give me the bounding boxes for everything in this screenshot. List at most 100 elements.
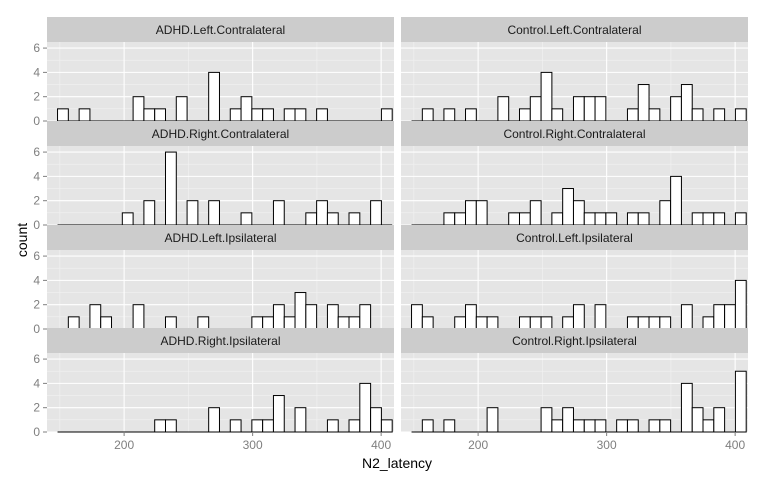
histogram-bar	[305, 304, 318, 330]
histogram-bar	[529, 316, 542, 330]
histogram-bar	[443, 108, 456, 122]
histogram-bar	[380, 419, 393, 433]
histogram-bar	[583, 96, 596, 122]
histogram-bar	[670, 175, 682, 226]
histogram-bar	[670, 96, 682, 122]
y-tick-label: 6	[33, 41, 40, 55]
histogram-bar	[518, 212, 531, 226]
x-tick-label: 300	[597, 438, 617, 452]
histogram-bar	[616, 419, 628, 433]
histogram-bar	[348, 316, 361, 330]
histogram-bar	[594, 212, 607, 226]
histogram-bar	[572, 304, 585, 330]
histogram-bar	[465, 200, 477, 226]
histogram-bar	[637, 212, 650, 226]
histogram-bar	[294, 407, 307, 433]
histogram-bar	[251, 316, 264, 330]
histogram-bar	[272, 395, 285, 433]
histogram-bar	[551, 212, 564, 226]
histogram-bar	[305, 212, 318, 226]
facet-panel: ADHD.Left.Ipsilateral	[47, 225, 394, 330]
facet-panel: Control.Right.Contralateral	[401, 121, 748, 226]
histogram-bar	[359, 382, 372, 433]
histogram-bar	[370, 200, 382, 226]
histogram-bar	[240, 212, 253, 226]
facet-panel: Control.Right.Ipsilateral	[401, 328, 748, 433]
histogram-bar	[154, 419, 166, 433]
histogram-bar	[240, 96, 253, 122]
histogram-bar	[680, 304, 693, 330]
histogram-bar	[605, 212, 618, 226]
y-tick-label: 4	[33, 376, 40, 390]
y-tick-label: 0	[33, 218, 40, 232]
histogram-bar	[572, 96, 585, 122]
histogram-bar	[572, 200, 585, 226]
histogram-bar	[540, 71, 553, 122]
x-tick-label: 400	[725, 438, 745, 452]
histogram-bar	[594, 96, 607, 122]
y-tick-label: 4	[33, 273, 40, 287]
y-tick-label: 6	[33, 352, 40, 366]
y-tick-label: 0	[33, 114, 40, 128]
histogram-bar	[164, 419, 177, 433]
facet-strip	[401, 121, 748, 146]
histogram-bar	[164, 151, 177, 226]
facet-panel: Control.Left.Contralateral	[401, 17, 748, 122]
histogram-bar	[734, 108, 747, 122]
histogram-bar	[734, 279, 747, 330]
histogram-bar	[594, 304, 607, 330]
histogram-bar	[691, 108, 704, 122]
histogram-bar	[411, 304, 423, 330]
histogram-bar	[724, 304, 736, 330]
x-axis: 200 300 400 200 300 400	[114, 432, 745, 452]
histogram-bar	[540, 407, 553, 433]
panels-layer: ADHD.Left.Contralateral Control.Left.Cont…	[47, 17, 748, 433]
histogram-bar	[294, 108, 307, 122]
histogram-bar	[518, 316, 531, 330]
histogram-bar	[283, 108, 296, 122]
histogram-bar	[229, 419, 242, 433]
histogram-bar	[702, 316, 715, 330]
histogram-bar	[348, 419, 361, 433]
histogram-bar	[475, 200, 488, 226]
histogram-bar	[713, 407, 726, 433]
facet-panel: ADHD.Right.Ipsilateral	[47, 328, 394, 433]
histogram-bar	[175, 96, 188, 122]
y-axis-title: count	[14, 223, 30, 257]
x-tick-label: 200	[468, 438, 488, 452]
histogram-bar	[143, 200, 156, 226]
y-tick-label: 6	[33, 145, 40, 159]
panel-background	[47, 42, 394, 121]
histogram-bar	[680, 382, 693, 433]
histogram-bar	[486, 316, 499, 330]
histogram-bar	[659, 200, 672, 226]
histogram-bar	[326, 304, 339, 330]
histogram-bar	[486, 407, 499, 433]
histogram-bar	[691, 407, 704, 433]
y-tick-label: 0	[33, 425, 40, 439]
histogram-bar	[208, 71, 220, 122]
facet-strip-label: Control.Left.Contralateral	[507, 23, 641, 37]
histogram-bar	[454, 212, 467, 226]
histogram-bar	[465, 304, 477, 330]
histogram-bar	[370, 407, 382, 433]
histogram-bar	[626, 419, 639, 433]
histogram-bar	[562, 407, 574, 433]
histogram-bar	[421, 108, 434, 122]
histogram-bar	[186, 200, 199, 226]
facet-panel: ADHD.Left.Contralateral	[47, 17, 394, 122]
histogram-bar	[454, 316, 467, 330]
histogram-bar	[713, 212, 726, 226]
histogram-bar	[208, 200, 220, 226]
histogram-bar	[626, 108, 639, 122]
histogram-bar	[648, 316, 661, 330]
histogram-bar	[702, 419, 715, 433]
facet-strip-label: ADHD.Right.Contralateral	[152, 127, 289, 141]
histogram-bar	[443, 212, 456, 226]
facet-strip	[47, 121, 394, 146]
histogram-bar	[626, 212, 639, 226]
facet-strip-label: Control.Left.Ipsilateral	[516, 231, 633, 245]
histogram-bar	[691, 212, 704, 226]
histogram-bar	[316, 200, 328, 226]
